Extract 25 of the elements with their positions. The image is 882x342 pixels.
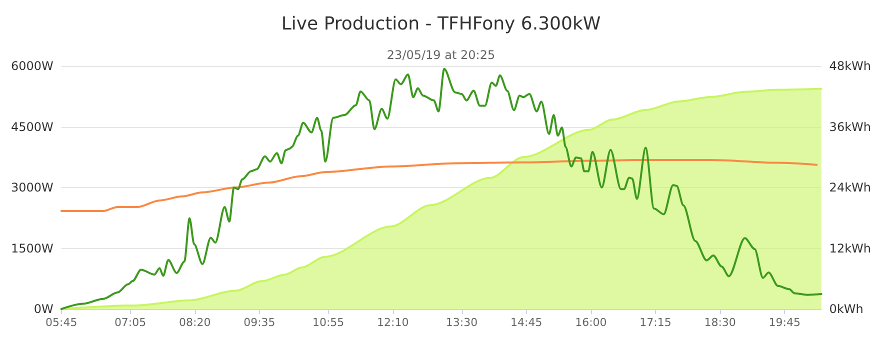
x-tick-label: 14:45 xyxy=(510,316,542,329)
y-tick-label: 0W xyxy=(34,302,54,316)
y-tick-label: 6000W xyxy=(11,59,54,73)
chart-subtitle: 23/05/19 at 20:25 xyxy=(386,48,496,62)
y2-tick-label: 48kWh xyxy=(829,59,872,73)
x-tick-label: 13:30 xyxy=(446,316,478,329)
line-series xyxy=(60,158,818,212)
x-tick-label: 18:30 xyxy=(704,316,736,329)
y-tick-label: 1500W xyxy=(11,241,54,256)
x-tick-label: 09:35 xyxy=(244,316,276,329)
y2-tick-label: 12kWh xyxy=(829,241,872,256)
y2-tick-label: 24kWh xyxy=(829,180,872,194)
chart-title: Live Production - TFHFony 6.300kW xyxy=(281,14,601,34)
x-tick-label: 10:55 xyxy=(312,316,344,329)
y2-tick-label: 0kWh xyxy=(829,302,864,316)
x-tick-label: 07:05 xyxy=(114,316,146,329)
x-tick-label: 19:45 xyxy=(768,316,800,329)
x-tick-label: 16:00 xyxy=(575,316,607,329)
y-tick-label: 3000W xyxy=(11,180,54,194)
x-tick-label: 08:20 xyxy=(179,316,211,329)
y2-tick-label: 36kWh xyxy=(829,120,872,134)
y-tick-label: 4500W xyxy=(11,120,54,134)
x-tick-label: 17:15 xyxy=(640,316,672,329)
x-tick-label: 12:10 xyxy=(377,316,409,329)
x-tick-label: 05:45 xyxy=(46,316,78,329)
